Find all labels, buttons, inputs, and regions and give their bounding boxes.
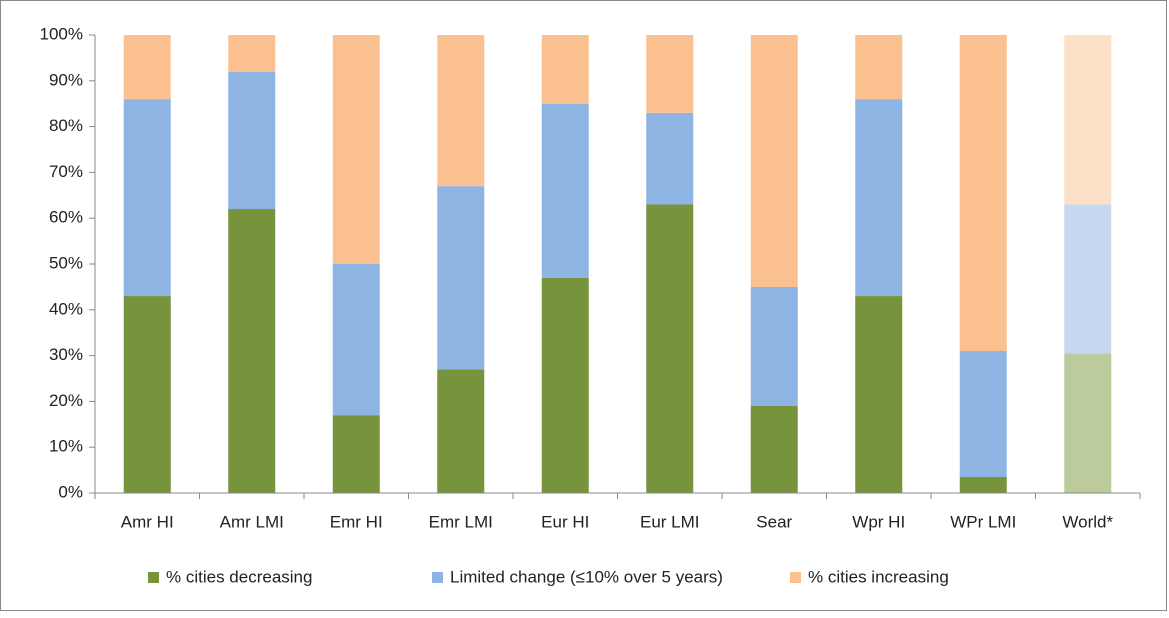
x-tick-label: Emr LMI [429,512,493,531]
x-tick-label: Amr HI [121,512,174,531]
y-tick-label: 0% [58,482,83,501]
x-tick-label: World* [1062,512,1113,531]
bar-segment [750,35,798,287]
x-tick-label: WPr LMI [950,512,1016,531]
bar-segment [646,35,694,113]
y-tick-label: 10% [49,437,83,456]
legend-swatch [432,572,443,583]
y-tick-label: 20% [49,391,83,410]
x-tick-label: Wpr HI [852,512,905,531]
bar-segment [1064,353,1112,493]
bar-segment [541,35,589,104]
legend-label: % cities decreasing [166,567,312,586]
bar-segment [437,35,485,187]
bar-segment [228,209,276,494]
bar-segment [1064,204,1112,354]
bar-segment [959,476,1007,493]
bar-segment [541,103,589,278]
bar-segment [437,186,485,370]
legend-label: % cities increasing [808,567,949,586]
x-tick-label: Sear [756,512,792,531]
bar-segment [332,264,380,416]
y-tick-label: 70% [49,162,83,181]
legend-swatch [790,572,801,583]
bar-segment [332,35,380,264]
x-tick-label: Eur LMI [640,512,700,531]
legend-swatch [148,572,159,583]
y-tick-label: 60% [49,208,83,227]
legend-label: Limited change (≤10% over 5 years) [450,567,723,586]
y-tick-label: 30% [49,345,83,364]
y-tick-label: 90% [49,70,83,89]
bar-segment [959,351,1007,477]
bar-segment [646,204,694,493]
bar-segment [437,369,485,493]
y-tick-label: 80% [49,116,83,135]
bar-segment [1064,35,1112,205]
bar-segment [750,286,798,406]
y-tick-label: 50% [49,253,83,272]
bar-segment [123,296,171,493]
bar-segment [332,415,380,493]
bar-segment [123,99,171,297]
y-tick-label: 100% [40,24,83,43]
bar-segment [541,277,589,493]
y-tick-label: 40% [49,299,83,318]
bar-segment [855,296,903,493]
bar-segment [855,99,903,297]
bar-segment [855,35,903,100]
bar-segment [228,35,276,72]
bar-segment [750,405,798,493]
bar-segment [646,112,694,205]
bar-segment [959,35,1007,352]
x-tick-label: Emr HI [330,512,383,531]
x-tick-label: Amr LMI [220,512,284,531]
bar-segment [228,71,276,210]
x-tick-label: Eur HI [541,512,589,531]
bar-segment [123,35,171,100]
